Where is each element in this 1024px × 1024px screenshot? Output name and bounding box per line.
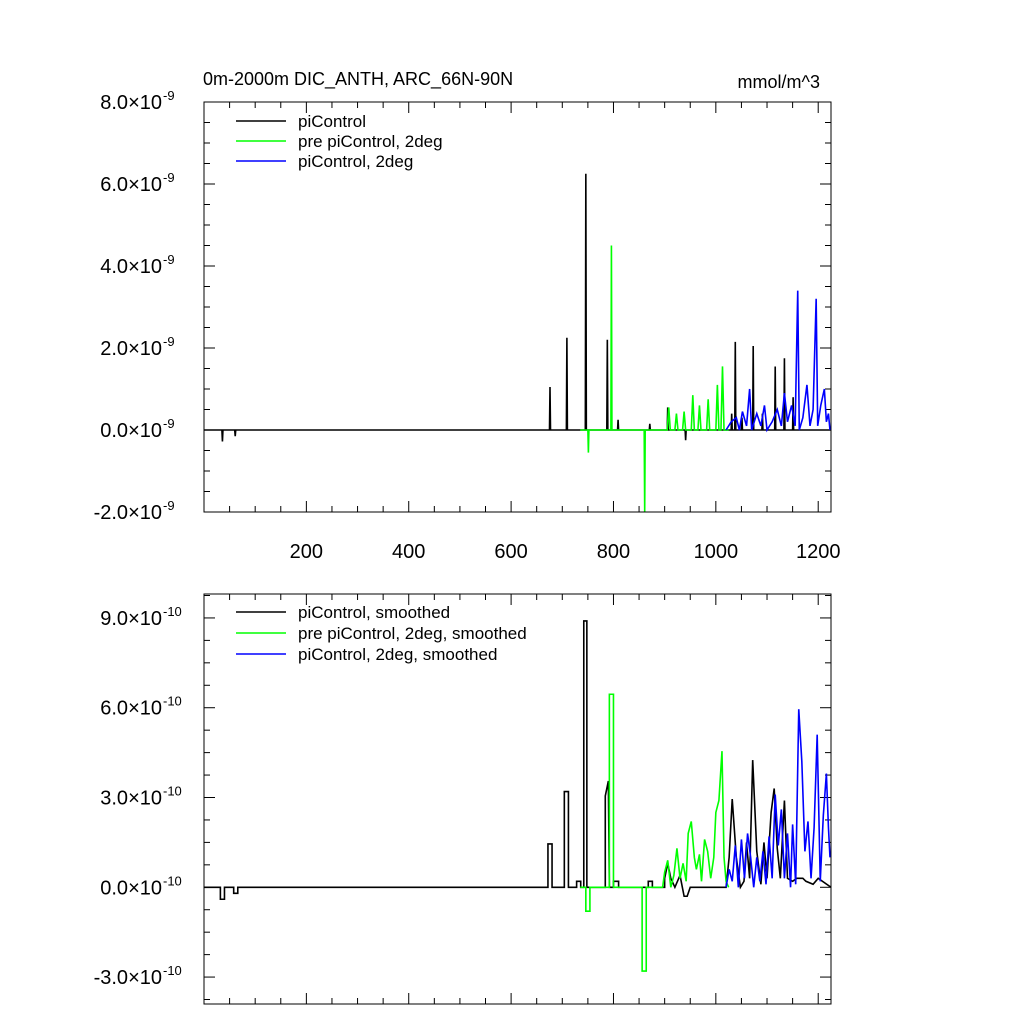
panel-bottom: -3.0×10 -100.0×10 -103.0×10 -106.0×10 -109.0…	[94, 593, 832, 1005]
series-line-picontrol-2deg-smoothed	[725, 709, 831, 888]
y-tick-label: 0.0×10	[100, 420, 162, 442]
series-line-picontrol	[204, 173, 831, 442]
y-tick-exponent: -10	[163, 784, 182, 799]
plot-frame-top	[203, 101, 832, 513]
x-tick-label: 1200	[796, 541, 841, 563]
y-tick-label: 2.0×10	[100, 338, 162, 360]
y-tick-exponent: -9	[163, 334, 175, 349]
y-tick-label: 4.0×10	[100, 256, 162, 278]
y-tick-exponent: -10	[163, 873, 182, 888]
x-tick-label: 400	[392, 541, 425, 563]
y-tick-label: 6.0×10	[100, 174, 162, 196]
y-tick-exponent: -10	[163, 694, 182, 709]
y-tick-exponent: -10	[163, 604, 182, 619]
legend-label: pre piControl, 2deg, smoothed	[298, 624, 527, 643]
y-tick-label: 0.0×10	[100, 877, 162, 899]
y-tick-exponent: -9	[163, 416, 175, 431]
y-tick-exponent: -9	[163, 252, 175, 267]
panel-top: 0m-2000m DIC_ANTH, ARC_66N-90N mmol/m^3 …	[94, 69, 841, 563]
series-line-picontrol-2deg	[725, 290, 831, 433]
y-tick-label: 3.0×10	[100, 788, 162, 810]
x-tick-label: 1000	[694, 541, 739, 563]
plot-frame-bottom	[203, 593, 832, 1005]
legend-label: piControl, 2deg	[298, 152, 413, 171]
y-tick-label: 8.0×10	[100, 92, 162, 114]
chart-title: 0m-2000m DIC_ANTH, ARC_66N-90N	[203, 69, 513, 90]
series-line-picontrol-smoothed	[204, 620, 832, 901]
y-tick-label: -2.0×10	[94, 502, 162, 524]
legend-label: piControl, smoothed	[298, 603, 450, 622]
series-line-pre-picontrol-2deg	[580, 245, 729, 513]
y-tick-exponent: -9	[163, 498, 175, 513]
y-tick-exponent: -9	[163, 170, 175, 185]
x-tick-label: 200	[290, 541, 323, 563]
y-tick-exponent: -9	[163, 88, 175, 103]
legend-label: piControl	[298, 112, 366, 131]
legend-label: pre piControl, 2deg	[298, 132, 443, 151]
legend-label: piControl, 2deg, smoothed	[298, 645, 497, 664]
series-line-pre-picontrol-2deg-smoothed	[580, 693, 730, 972]
y-tick-exponent: -10	[163, 963, 182, 978]
x-tick-label: 800	[597, 541, 630, 563]
units-label: mmol/m^3	[738, 72, 820, 92]
y-tick-label: 9.0×10	[100, 608, 162, 630]
y-tick-label: 6.0×10	[100, 698, 162, 720]
x-tick-label: 600	[494, 541, 527, 563]
y-tick-label: -3.0×10	[94, 967, 162, 989]
